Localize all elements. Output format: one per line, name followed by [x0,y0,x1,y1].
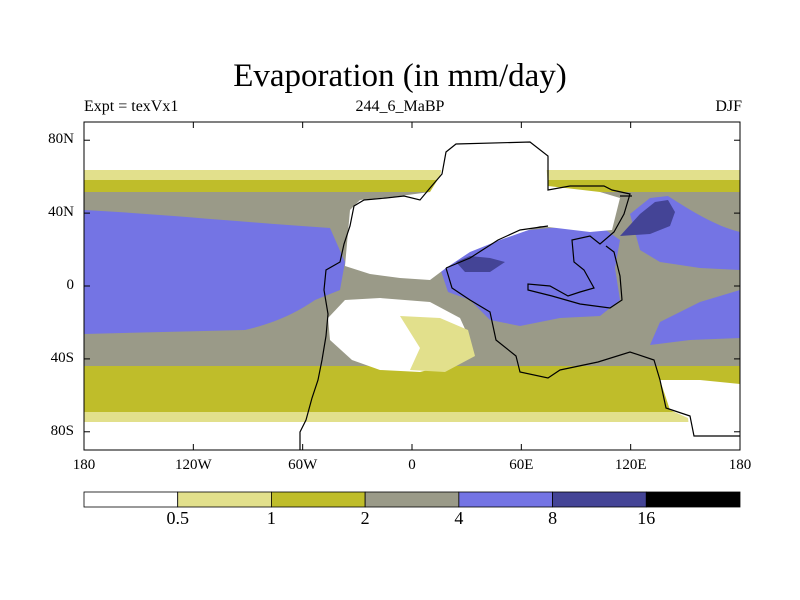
pacific-west-blue [84,210,345,334]
x-tick-label-180e: 180 [728,457,752,473]
pangea-north-land [345,140,620,280]
experiment-label: Expt = texVx1 [84,98,179,115]
arctic-land-white [448,142,546,182]
y-tick-label-40n: 40N [48,204,74,221]
dark-blue-tethys [456,256,505,272]
y-tick-label-80n: 80N [48,131,74,148]
plot-title: Evaporation (in mm/day) [233,58,567,94]
y-tick-label-40s: 40S [50,349,74,366]
colorbar-label-16: 16 [637,508,656,528]
x-tick-label-120w: 120W [174,457,212,473]
season-label: DJF [715,98,742,115]
colorbar-swatch [83,491,179,508]
south-land-light-olive [400,316,475,372]
colorbar-label-4: 4 [454,508,464,528]
colorbar-label-1: 1 [266,508,276,528]
colorbar-swatch [177,491,272,508]
coastline [299,141,632,450]
x-tick-label-120e: 120E [614,457,647,473]
axis-ticks [83,122,741,450]
australia-white [660,380,740,436]
coastline-south [445,225,740,437]
x-tick-label-60e: 60E [509,457,534,473]
pacific-east-blue-south [650,290,740,345]
dark-blue-northwest-pacific [620,200,675,236]
colorbar-swatch [552,491,647,508]
y-tick-label-80s: 80S [50,422,74,439]
colorbar-swatch [364,491,460,508]
colorbar-swatch [271,491,366,508]
colorbar-swatch [645,491,741,508]
x-tick-label-60w: 60W [288,457,318,473]
x-tick-label-0: 0 [408,457,416,473]
y-tick-label-0: 0 [66,277,75,293]
colorbar [83,491,741,508]
colorbar-label-0-5: 0.5 [166,508,189,528]
x-tick-label-180w: 180 [72,457,96,473]
colorbar-swatch [458,491,553,508]
period-label: 244_6_MaBP [355,98,445,115]
colorbar-label-8: 8 [548,508,558,528]
tethys-blue [440,226,620,326]
colorbar-label-2: 2 [360,508,370,528]
